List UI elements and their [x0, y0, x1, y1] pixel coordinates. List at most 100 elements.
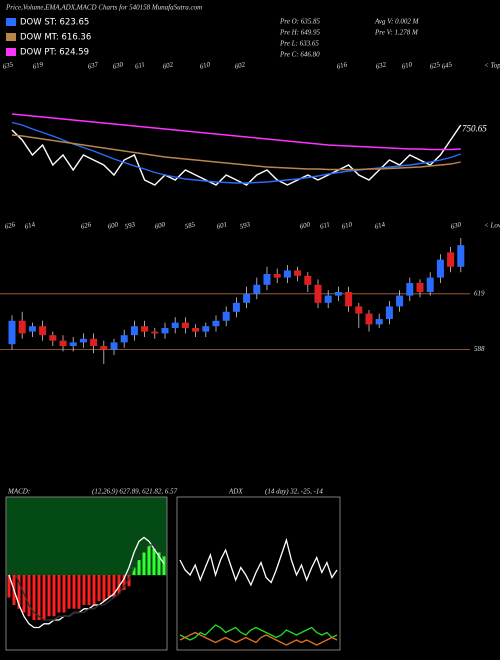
- stat: Pre V: 1.278 M: [374, 29, 419, 37]
- line: [11, 121, 462, 184]
- histogram-bar: [62, 575, 66, 613]
- candle-body: [365, 313, 373, 325]
- line: [11, 134, 461, 171]
- candle-body: [18, 320, 26, 334]
- histogram-bar: [97, 575, 101, 602]
- low-label: 611: [319, 220, 331, 230]
- histogram-bar: [37, 575, 41, 620]
- candle-body: [273, 274, 281, 278]
- high-label: 637: [87, 60, 100, 71]
- candle-body: [100, 346, 108, 350]
- line: [179, 631, 338, 646]
- histogram-bar: [82, 575, 86, 605]
- legend-label: DOW ST: 623.65: [20, 18, 89, 28]
- histogram-bar: [162, 556, 166, 575]
- histogram-bar: [52, 575, 56, 617]
- histogram-bar: [7, 575, 11, 598]
- candle-body: [130, 326, 138, 336]
- line: [11, 124, 462, 186]
- candle-body: [396, 295, 404, 307]
- legend-swatch: [6, 18, 16, 26]
- candle-body: [79, 338, 87, 343]
- low-label: 614: [374, 220, 387, 231]
- candle-body: [161, 328, 169, 334]
- histogram-bar: [72, 575, 76, 609]
- histogram-bar: [147, 545, 151, 575]
- histogram-bar: [122, 575, 126, 590]
- low-label: 593: [124, 220, 137, 231]
- stat: Pre L: 633.65: [279, 40, 319, 48]
- histogram-bar: [132, 567, 136, 575]
- high-label: 635: [2, 60, 15, 71]
- low-label: 610: [341, 220, 354, 231]
- candle-body: [406, 283, 414, 296]
- candle-body: [202, 326, 210, 332]
- candle-body: [69, 342, 77, 346]
- high-label: 611: [134, 60, 146, 70]
- candle-body: [120, 335, 128, 343]
- high-label: 645: [441, 60, 454, 71]
- low-label: 630: [450, 220, 463, 231]
- stat: Pre C: 646.80: [279, 51, 320, 59]
- candle-body: [151, 331, 159, 334]
- candle-body: [436, 259, 444, 278]
- histogram-bar: [67, 575, 71, 609]
- macd-frame: [5, 496, 168, 651]
- histogram-bar: [127, 575, 131, 587]
- high-label: 619: [32, 60, 45, 71]
- low-label: 600: [299, 220, 312, 231]
- histogram-bar: [32, 575, 36, 620]
- panel-params: (12,26,9) 627.89, 621.82, 6.57: [92, 488, 178, 496]
- candle-body: [39, 326, 47, 336]
- candle-body: [49, 335, 57, 341]
- high-label: 632: [375, 60, 388, 71]
- side-label: < Tops: [484, 62, 500, 70]
- low-label: 601: [216, 220, 228, 230]
- histogram-bar: [57, 575, 61, 613]
- candle-body: [243, 293, 251, 303]
- candle-body: [375, 319, 383, 325]
- candle-body: [192, 328, 200, 332]
- stat: Pre H: 649.95: [279, 29, 320, 37]
- low-label: 626: [4, 220, 17, 231]
- high-label: 630: [112, 60, 125, 71]
- histogram-bar: [107, 575, 111, 598]
- high-label: 610: [401, 60, 414, 71]
- line: [179, 624, 338, 641]
- candle-body: [447, 252, 455, 267]
- candle-body: [212, 320, 220, 327]
- high-label: 610: [199, 60, 212, 71]
- histogram-bar: [17, 575, 21, 609]
- adx-frame: [176, 496, 341, 651]
- histogram-bar: [157, 552, 161, 575]
- candle-body: [304, 275, 312, 285]
- candle-body: [28, 326, 36, 332]
- line: [11, 113, 461, 151]
- line: [8, 536, 165, 629]
- histogram-bar: [27, 575, 31, 617]
- histogram-bar: [47, 575, 51, 617]
- candle-body: [385, 306, 393, 319]
- panel-title: ADX: [228, 488, 243, 496]
- stat: Avg V: 0.002 M: [374, 18, 420, 26]
- panel-params: (14 day) 32, -25, -14: [265, 488, 323, 496]
- histogram-bar: [102, 575, 106, 602]
- candle-body: [457, 245, 465, 267]
- candle-body: [263, 274, 271, 285]
- candle-body: [110, 342, 118, 350]
- low-label: 600: [154, 220, 167, 231]
- high-label: 625: [429, 60, 442, 71]
- legend-label: DOW PT: 624.59: [20, 48, 89, 58]
- candle-body: [253, 284, 261, 294]
- y-tick-label: 588: [474, 345, 485, 353]
- candle-body: [283, 270, 291, 278]
- candle-body: [232, 302, 240, 312]
- candle-body: [141, 326, 149, 332]
- y-tick-label: 619: [474, 289, 485, 297]
- histogram-bar: [77, 575, 81, 609]
- histogram-bar: [112, 575, 116, 598]
- candle-body: [355, 306, 363, 314]
- histogram-bar: [142, 552, 146, 575]
